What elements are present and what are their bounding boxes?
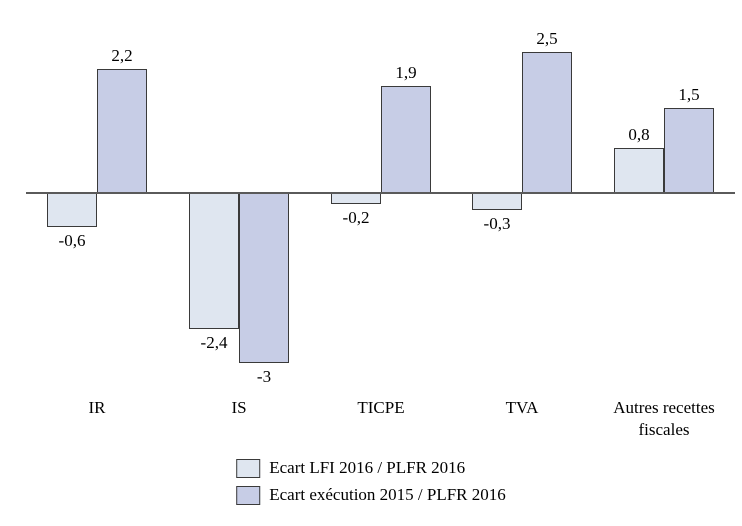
category-label-autres-recettes-fiscales: Autres recettes fiscales: [613, 398, 715, 440]
value-label-ticpe-series-0: -0,2: [342, 208, 370, 227]
value-label-is-series-0: -2,4: [200, 333, 228, 352]
legend: Ecart LFI 2016 / PLFR 2016 Ecart exécutio…: [236, 458, 506, 505]
legend-item-series-0: Ecart LFI 2016 / PLFR 2016: [236, 458, 506, 478]
bar-tva-series-1: [522, 52, 572, 193]
bar-autres-recettes-fiscales-series-0: [614, 148, 664, 193]
legend-swatch-series-1: [236, 485, 261, 505]
bar-ir-series-1: [97, 69, 147, 193]
value-label-tva-series-1: 2,5: [536, 29, 558, 48]
bar-autres-recettes-fiscales-series-1: [664, 108, 714, 193]
bar-ir-series-0: [47, 193, 97, 227]
bar-tva-series-0: [472, 193, 522, 210]
value-label-is-series-1: -3: [256, 367, 272, 386]
value-label-ticpe-series-1: 1,9: [395, 63, 417, 82]
legend-label-series-1: Ecart exécution 2015 / PLFR 2016: [269, 485, 506, 504]
category-label-tva: TVA: [505, 398, 539, 417]
category-label-ticpe: TICPE: [357, 398, 405, 417]
category-label-ir: IR: [88, 398, 106, 417]
value-label-tva-series-0: -0,3: [483, 214, 511, 233]
bar-is-series-0: [189, 193, 239, 329]
legend-swatch-series-0: [236, 458, 261, 478]
legend-label-series-0: Ecart LFI 2016 / PLFR 2016: [269, 458, 466, 477]
legend-item-series-1: Ecart exécution 2015 / PLFR 2016: [236, 485, 506, 505]
bar-ticpe-series-1: [381, 86, 431, 193]
bar-is-series-1: [239, 193, 289, 363]
value-label-ir-series-1: 2,2: [111, 46, 133, 65]
x-axis-line: [26, 192, 735, 194]
category-label-is: IS: [231, 398, 247, 417]
bar-ticpe-series-0: [331, 193, 381, 204]
value-label-autres-recettes-fiscales-series-1: 1,5: [678, 85, 700, 104]
value-label-autres-recettes-fiscales-series-0: 0,8: [628, 125, 650, 144]
value-label-ir-series-0: -0,6: [58, 231, 86, 250]
